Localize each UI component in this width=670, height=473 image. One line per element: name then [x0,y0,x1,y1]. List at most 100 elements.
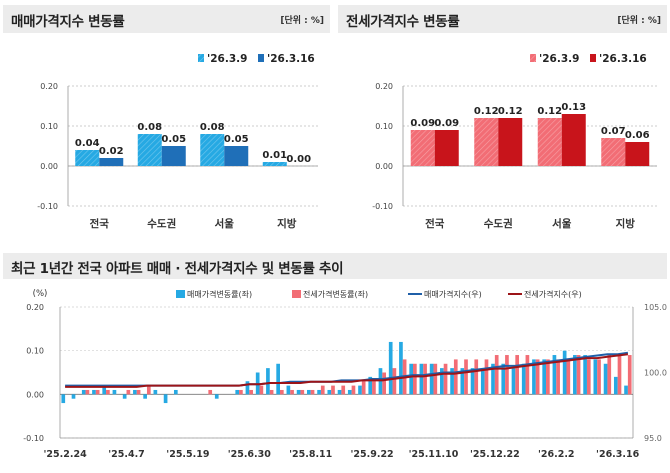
sale-panel-header: 매매가격지수 변동률 [단위 : %] [3,5,330,33]
trend-jeonse-rate-bar [576,355,581,395]
sale-value-label: 0.08 [137,122,162,133]
sale-category-label: 서울 [215,217,235,230]
jeonse-bar [434,130,459,166]
trend-jeonse-rate-bar [586,359,591,395]
trend-jeonse-rate-bar [627,355,632,395]
trend-sale-rate-bar [122,394,127,399]
trend-legend-swatch [292,290,301,298]
trend-jeonse-rate-bar [239,389,243,395]
trend-left-tick-label: 0.10 [26,347,44,356]
jeonse-bar [625,142,650,166]
trend-sale-rate-bar [276,363,280,395]
jeonse-bar [561,114,586,166]
sale-bar [262,162,287,166]
trend-jeonse-rate-bar [320,385,325,395]
trend-sale-rate-bar [307,389,311,395]
trend-chart-title: 최근 1년간 전국 아파트 매매 · 전세가격지수 및 변동률 추이 [11,261,344,277]
jeonse-legend-swatch [590,54,596,62]
trend-sale-rate-bar [573,355,577,395]
jeonse-bar [474,118,499,166]
trend-sale-rate-bar [440,368,444,395]
jeonse-value-label: 0.09 [434,118,459,129]
trend-jeonse-rate-bar [423,363,427,395]
sale-legend-label: '26.3.16 [267,53,315,65]
trend-sale-rate-bar [542,359,547,395]
trend-left-tick-label: 0.00 [26,390,44,399]
trend-jeonse-rate-bar [392,368,397,395]
trend-jeonse-rate-bar [351,385,356,395]
sale-rate-chart: 0.20 0.10 0.00 -0.10 '26.3.9 '26.3.16 0.040.02… [37,53,318,230]
trend-jeonse-rate-bar [453,359,458,395]
jeonse-panel-header: 전세가격지수 변동률 [단위 : %] [338,5,667,33]
trend-sale-rate-bar [245,381,250,395]
trend-jeonse-rate-bar [372,381,376,395]
trend-x-tick-label: '25.11.10 [409,449,459,460]
trend-jeonse-rate-bar [331,385,335,395]
jeonse-y-tick-label: 0.10 [375,122,393,131]
trend-jeonse-rate-bar [279,389,284,395]
trend-legend-label: 전세가격지수(우) [524,289,582,299]
trend-x-tick-label: '25.4.7 [108,449,145,460]
trend-sale-rate-bar [624,385,628,395]
trend-chart: (%) 매매가격변동률(좌) 전세가격변동률(좌) 매매가격지수(우) 전세가격지수(우… [23,289,667,460]
trend-x-tick-label: '26.3.16 [596,449,640,460]
trend-legend-label: 매매가격변동률(좌) [187,289,252,299]
trend-x-tick-label: '25.12.22 [470,449,520,460]
jeonse-value-label: 0.06 [625,130,650,141]
trend-jeonse-rate-bar [607,355,612,395]
trend-sale-rate-bar [429,363,434,395]
trend-sale-rate-bar [368,376,373,395]
jeonse-bar [537,118,562,166]
jeonse-chart-title: 전세가격지수 변동률 [346,14,460,30]
trend-jeonse-rate-bar [413,363,417,395]
trend-sale-rate-bar [552,355,557,395]
trend-sale-rate-bar [71,394,76,399]
sale-bar [99,158,124,166]
sale-value-label: 0.01 [262,150,287,161]
sale-legend-swatch [258,54,264,62]
jeonse-y-tick-label: 0.00 [375,162,393,171]
jeonse-bar [410,130,435,166]
trend-sale-rate-bar [347,389,352,395]
trend-sale-rate-bar [317,389,321,395]
sale-category-label: 수도권 [147,218,176,230]
trend-sale-rate-bar [133,389,137,395]
trend-x-tick-label: '25.9.22 [350,449,393,460]
sale-bar [200,134,225,166]
trend-jeonse-rate-bar [208,389,213,395]
trend-x-tick-label: '26.2.2 [538,449,575,460]
trend-sale-rate-bar [81,389,86,395]
sale-value-label: 0.05 [161,134,186,145]
trend-sale-rate-bar [358,385,362,395]
trend-jeonse-rate-bar [126,389,131,395]
trend-jeonse-rate-bar [484,359,489,395]
trend-sale-rate-bar [532,359,536,395]
trend-sale-rate-bar [143,394,147,399]
jeonse-category-label: 서울 [552,217,572,230]
trend-left-tick-label: -0.10 [23,434,44,443]
trend-sale-rate-bar [173,389,178,395]
trend-sale-rate-bar [163,394,168,404]
sale-category-label: 지방 [277,217,297,230]
trend-jeonse-rate-bar [433,363,438,395]
sale-legend-label: '26.3.9 [207,53,247,65]
trend-sale-rate-bar [593,359,598,395]
trend-jeonse-rate-bar [566,359,571,395]
trend-sale-rate-bar [511,368,516,395]
jeonse-value-label: 0.13 [561,102,586,113]
jeonse-legend-swatch [530,54,536,62]
trend-sale-rate-bar [450,368,454,395]
trend-jeonse-rate-bar [95,389,100,395]
trend-x-tick-label: '25.5.19 [166,449,209,460]
trend-sale-rate-bar [337,389,342,395]
trend-sale-rate-bar [102,385,107,395]
sale-bar [224,146,249,166]
trend-sale-rate-bar [583,355,587,395]
sale-value-label: 0.05 [224,134,249,145]
jeonse-category-label: 수도권 [484,218,513,230]
trend-jeonse-rate-bar [556,359,560,395]
trend-jeonse-rate-bar [259,385,264,395]
jeonse-value-label: 0.12 [537,106,562,117]
jeonse-value-label: 0.12 [498,106,523,117]
trend-sale-rate-bar [92,389,96,395]
